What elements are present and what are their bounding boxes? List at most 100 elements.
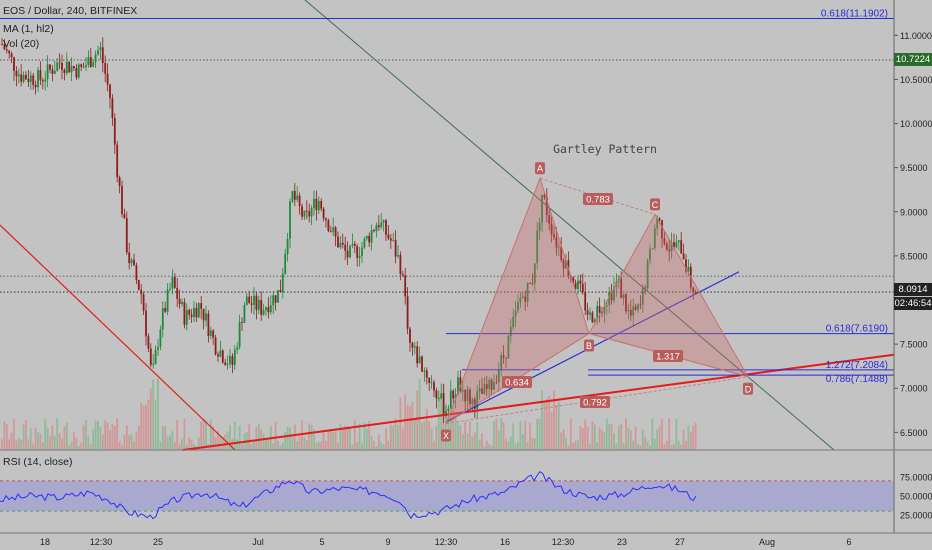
candle-body bbox=[677, 240, 680, 242]
volume-bar bbox=[265, 439, 267, 450]
candle-body bbox=[121, 186, 123, 215]
candle-body bbox=[149, 348, 152, 365]
volume-bar bbox=[435, 425, 438, 450]
rsi-indicator-label[interactable]: RSI (14, close) bbox=[3, 456, 73, 468]
candle-body bbox=[70, 66, 73, 73]
candle-body bbox=[152, 363, 155, 365]
volume-bar bbox=[202, 418, 205, 450]
candle-body bbox=[382, 220, 385, 223]
volume-bar bbox=[27, 439, 30, 450]
volume-bar bbox=[375, 445, 378, 450]
volume-bar bbox=[560, 432, 563, 450]
volume-bar bbox=[279, 445, 282, 450]
volume-bar bbox=[166, 436, 169, 450]
volume-bar bbox=[161, 426, 164, 450]
candle-body bbox=[94, 54, 97, 63]
candle-body bbox=[603, 306, 606, 314]
candle-body bbox=[368, 235, 371, 243]
volume-bar bbox=[152, 379, 155, 450]
volume-indicator-label[interactable]: Vol (20) bbox=[3, 38, 40, 50]
last-price-tag: 8.0914 bbox=[894, 283, 932, 296]
volume-bar bbox=[421, 422, 423, 450]
candle-body bbox=[257, 300, 260, 310]
volume-bar bbox=[538, 418, 541, 450]
candle-body bbox=[622, 294, 625, 299]
candle-body bbox=[469, 389, 471, 405]
candle-body bbox=[411, 342, 414, 348]
volume-bar bbox=[339, 423, 342, 450]
volume-bar bbox=[425, 408, 428, 450]
candle-body bbox=[483, 384, 486, 394]
volume-bar bbox=[94, 420, 97, 450]
volume-bar bbox=[464, 421, 467, 450]
candle-body bbox=[533, 263, 536, 284]
ma-indicator-label[interactable]: MA (1, hl2) bbox=[3, 23, 54, 35]
candle-body bbox=[135, 265, 138, 281]
volume-bar bbox=[308, 423, 311, 450]
volume-bar bbox=[493, 421, 495, 450]
candle-body bbox=[428, 377, 431, 383]
candle-body bbox=[541, 194, 543, 223]
volume-bar bbox=[598, 427, 601, 450]
candle-body bbox=[269, 305, 272, 313]
candle-body bbox=[658, 218, 661, 221]
candle-body bbox=[301, 206, 303, 217]
candle-body bbox=[99, 47, 102, 51]
x-tick-label: 12:30 bbox=[552, 537, 575, 547]
candle-body bbox=[577, 280, 579, 290]
volume-bar bbox=[651, 418, 654, 450]
candle-body bbox=[449, 390, 452, 409]
candle-body bbox=[646, 260, 649, 289]
candle-body bbox=[41, 80, 44, 82]
volume-bar bbox=[3, 421, 6, 450]
volume-bar bbox=[173, 442, 176, 450]
volume-bar bbox=[658, 425, 661, 450]
candle-body bbox=[591, 312, 594, 323]
candle-body bbox=[521, 296, 524, 298]
candle-body bbox=[195, 308, 198, 318]
volume-bar bbox=[661, 418, 663, 450]
candle-body bbox=[485, 384, 488, 390]
x-tick-label: 12:30 bbox=[435, 537, 458, 547]
candle-body bbox=[454, 394, 457, 399]
volume-bar bbox=[401, 428, 404, 450]
y-tick-label: 10.0000 bbox=[900, 119, 932, 129]
volume-bar bbox=[337, 442, 339, 450]
candle-body bbox=[82, 66, 85, 68]
drawing-overlay: 0.618(11.1902) 0.618(7.6190) 1.272(7.2084)… bbox=[0, 0, 895, 451]
volume-bar bbox=[579, 426, 582, 450]
volume-bar bbox=[327, 429, 330, 450]
volume-bar bbox=[529, 423, 531, 450]
volume-bar bbox=[673, 443, 675, 450]
volume-bar bbox=[485, 440, 488, 450]
candle-body bbox=[478, 388, 481, 392]
candle-body bbox=[466, 389, 469, 402]
candle-body bbox=[130, 259, 133, 264]
candle-body bbox=[128, 252, 131, 264]
volume-bar bbox=[164, 426, 167, 450]
candle-body bbox=[137, 280, 140, 290]
volume-bar bbox=[121, 445, 123, 450]
volume-bar bbox=[262, 433, 265, 450]
volume-bar bbox=[291, 436, 294, 450]
candle-body bbox=[205, 313, 207, 321]
candle-body bbox=[629, 310, 632, 316]
volume-bar bbox=[533, 438, 536, 450]
candle-body bbox=[685, 259, 687, 272]
candle-body bbox=[637, 304, 639, 310]
candle-body bbox=[562, 260, 565, 269]
candle-body bbox=[476, 391, 479, 409]
volume-bar bbox=[99, 427, 102, 450]
x-tick-label: 5 bbox=[319, 537, 324, 547]
candle-body bbox=[25, 74, 27, 80]
candle-body bbox=[250, 303, 253, 305]
volume-bar bbox=[315, 442, 318, 450]
candle-body bbox=[584, 292, 587, 311]
candle-body bbox=[661, 220, 663, 239]
volume-bar bbox=[80, 442, 83, 450]
volume-bar bbox=[644, 437, 647, 450]
volume-bar bbox=[190, 439, 193, 450]
volume-bar bbox=[82, 424, 85, 450]
candle-body bbox=[442, 393, 445, 416]
